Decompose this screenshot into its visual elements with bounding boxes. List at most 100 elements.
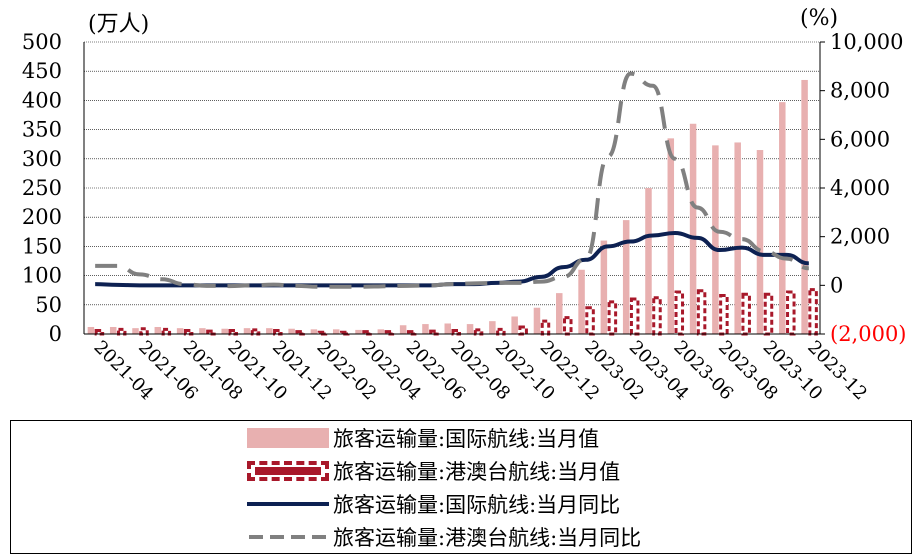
bar-intl-value — [466, 324, 474, 334]
legend-label-intl-value: 旅客运输量:国际航线:当月值 — [333, 427, 600, 451]
bar-intl-value — [689, 123, 697, 334]
bar-hkmt-value — [674, 290, 685, 336]
bar-intl-value — [288, 328, 295, 334]
legend-item-hkmt-yoy: 旅客运输量:港澳台航线:当月同比 — [247, 522, 641, 552]
line-intl-yoy — [95, 231, 810, 288]
bar-intl-value — [444, 323, 451, 334]
bar-intl-value — [154, 326, 162, 334]
legend-swatch-intl-yoy — [247, 489, 329, 519]
left-tick-label: 350 — [22, 118, 62, 142]
left-tick-label: 250 — [22, 176, 62, 200]
bar-hkmt-value — [116, 327, 127, 336]
bar-hkmt-value — [228, 328, 238, 336]
legend-label-hkmt-value: 旅客运输量:港澳台航线:当月值 — [333, 460, 621, 484]
bar-intl-value — [578, 269, 585, 334]
bar-intl-value — [243, 328, 251, 334]
bar-intl-value — [221, 328, 228, 334]
bar-intl-value — [779, 102, 786, 334]
left-tick-label: 150 — [22, 234, 62, 258]
bar-hkmt-value — [250, 328, 261, 336]
left-tick-label: 50 — [35, 293, 62, 317]
bar-intl-value — [734, 142, 741, 334]
bar-hkmt-value — [763, 292, 774, 336]
right-axis-tick-labels: (2,000) 0 2,000 4,000 6,000 8,000 10,000 — [820, 30, 907, 346]
left-tick-label: 100 — [22, 264, 62, 288]
bar-intl-value — [622, 220, 630, 334]
bar-intl-value — [332, 329, 340, 334]
bar-hkmt-value — [451, 328, 461, 336]
legend-label-hkmt-yoy: 旅客运输量:港澳台航线:当月同比 — [333, 526, 642, 550]
legend-item-hkmt-value: 旅客运输量:港澳台航线:当月值 — [247, 456, 620, 486]
left-tick-label: 200 — [22, 205, 62, 229]
bar-intl-value — [355, 329, 362, 334]
line-hkmt-yoy — [95, 71, 810, 289]
left-tick-label: 0 — [49, 322, 62, 346]
bar-hkmt-value — [473, 328, 484, 336]
bar-hkmt-value — [540, 319, 551, 336]
combo-chart: 0 50 100 150 200 250 300 350 400 450 500 (2,000) 0 2… — [22, 30, 907, 405]
bar-hkmt-value — [496, 327, 506, 336]
legend-swatch-hkmt-value — [247, 456, 329, 486]
lines-group — [95, 71, 810, 289]
legend-item-intl-value: 旅客运输量:国际航线:当月值 — [247, 423, 599, 453]
bar-intl-value — [489, 321, 496, 334]
bar-hkmt-value — [585, 306, 595, 336]
right-tick-label: 0 — [830, 273, 843, 297]
right-tick-label: (2,000) — [830, 322, 907, 346]
bar-intl-value — [109, 326, 117, 334]
bar-hkmt-value — [161, 327, 172, 336]
bar-hkmt-value — [719, 293, 729, 336]
bar-hkmt-value — [607, 300, 618, 336]
bar-intl-value — [667, 138, 675, 334]
bar-intl-value — [600, 240, 608, 334]
bar-intl-value — [377, 329, 385, 334]
legend-swatch-hkmt-yoy — [247, 522, 329, 552]
bar-intl-value — [556, 293, 563, 334]
bar-hkmt-value — [741, 292, 751, 336]
left-tick-label: 300 — [22, 147, 62, 171]
bar-intl-value — [310, 329, 318, 334]
left-unit-label: (万人) — [88, 12, 150, 37]
legend-label-intl-yoy: 旅客运输量:国际航线:当月同比 — [333, 493, 621, 517]
x-axis-tick-labels: 2021-042021-062021-082021-102021-122022-… — [90, 337, 871, 405]
bar-intl-value — [533, 307, 541, 334]
bar-intl-value — [422, 324, 429, 334]
bars-group — [87, 79, 818, 336]
bar-hkmt-value — [652, 296, 662, 336]
bar-intl-value — [199, 328, 206, 334]
gridlines — [84, 41, 820, 306]
bar-hkmt-value — [183, 328, 194, 336]
bar-hkmt-value — [808, 288, 818, 336]
right-unit-label: (%) — [800, 6, 839, 31]
legend-swatch-intl-value — [247, 423, 329, 453]
bar-intl-value — [176, 328, 184, 334]
left-tick-label: 400 — [22, 88, 62, 112]
bar-hkmt-value — [139, 327, 149, 336]
bar-intl-value — [645, 188, 652, 334]
bar-hkmt-value — [518, 325, 528, 336]
right-tick-label: 8,000 — [830, 79, 890, 103]
right-tick-label: 10,000 — [830, 30, 903, 54]
bar-hkmt-value — [273, 328, 283, 336]
bar-intl-value — [87, 326, 95, 334]
bar-hkmt-value — [786, 290, 796, 336]
bar-hkmt-value — [696, 289, 707, 336]
bar-hkmt-value — [629, 297, 640, 336]
bar-intl-value — [801, 79, 808, 335]
bar-hkmt-value — [563, 316, 573, 336]
legend-item-intl-yoy: 旅客运输量:国际航线:当月同比 — [247, 489, 620, 519]
right-tick-label: 6,000 — [830, 127, 890, 151]
left-tick-label: 500 — [22, 30, 62, 54]
left-axis-tick-labels: 0 50 100 150 200 250 300 350 400 450 500 — [22, 30, 62, 346]
bar-intl-value — [266, 328, 273, 334]
bar-intl-value — [399, 325, 407, 334]
bar-intl-value — [511, 316, 518, 334]
right-tick-label: 4,000 — [830, 176, 890, 200]
bar-intl-value — [132, 328, 139, 334]
bar-intl-value — [756, 150, 764, 334]
bar-intl-value — [712, 145, 719, 334]
legend: 旅客运输量:国际航线:当月值 旅客运输量:港澳台航线:当月值 旅客运输量:国际航… — [10, 420, 912, 554]
bar-hkmt-value — [94, 328, 105, 336]
left-tick-label: 450 — [22, 59, 62, 83]
right-tick-label: 2,000 — [830, 225, 890, 249]
